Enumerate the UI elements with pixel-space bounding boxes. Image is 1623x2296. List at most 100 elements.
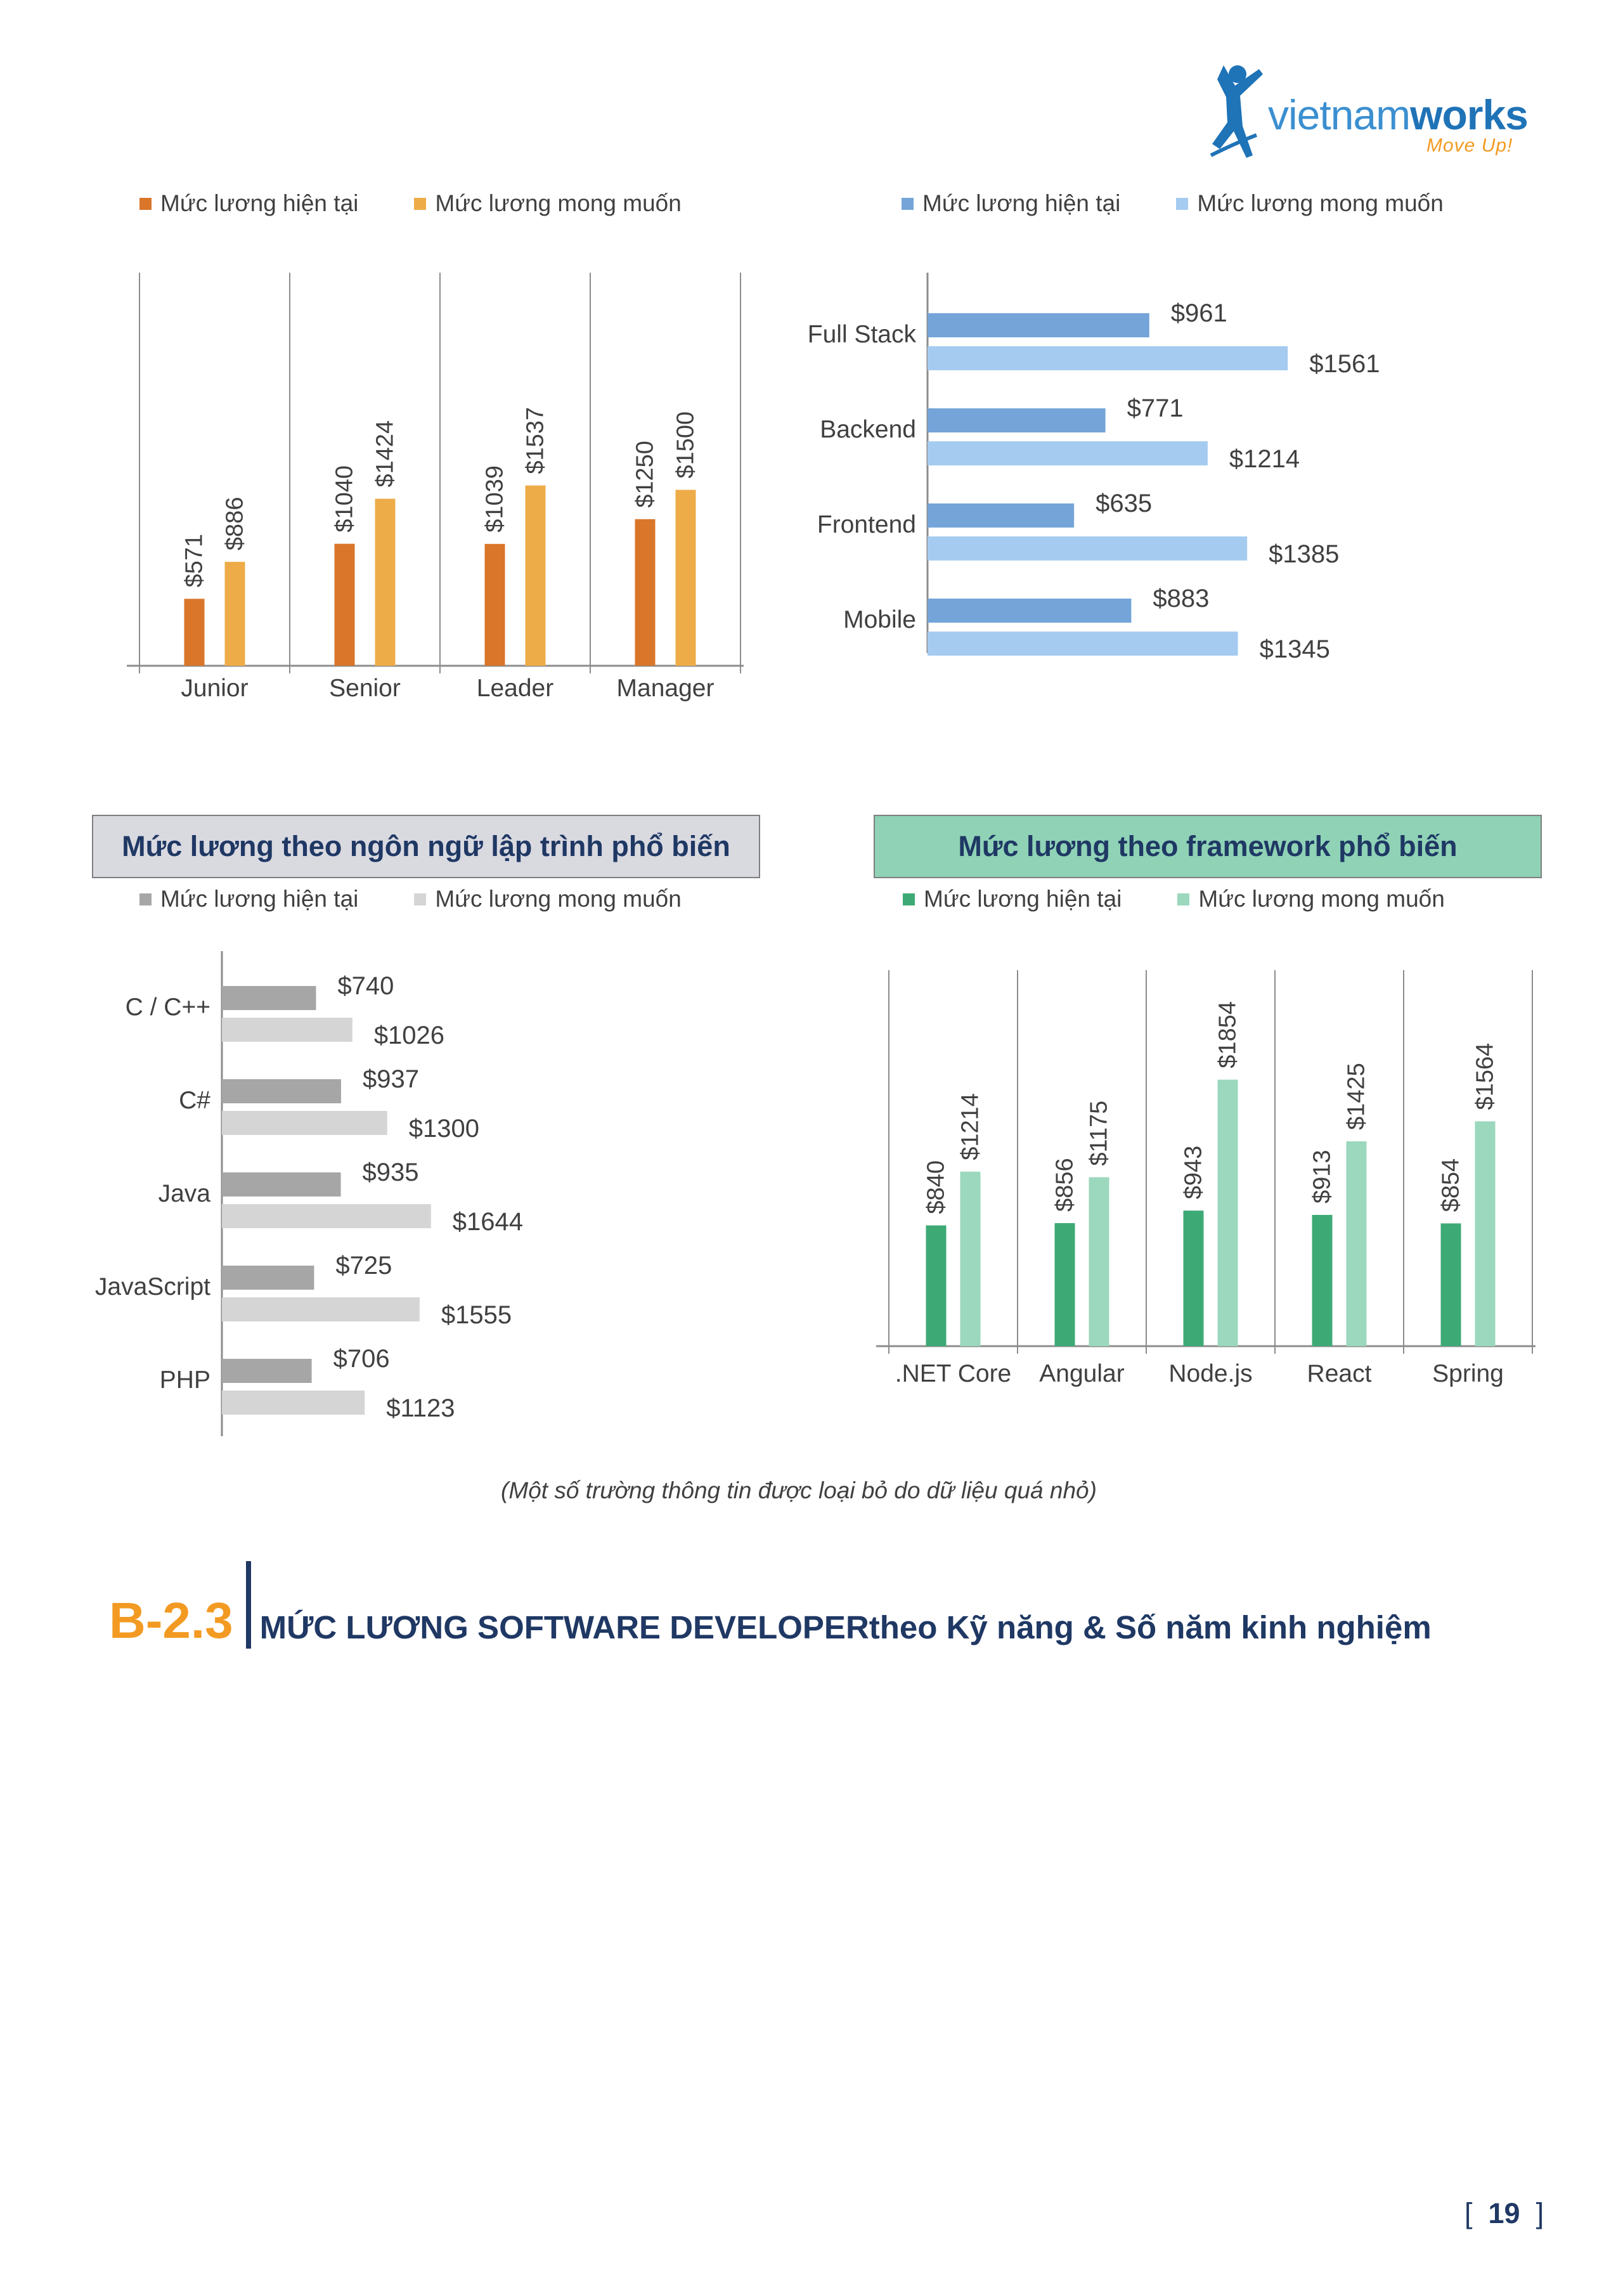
legend-item-desired: Mức lương mong muốn — [414, 190, 682, 217]
bar-current — [928, 313, 1149, 337]
legend-swatch-current — [902, 197, 914, 210]
bar-current — [928, 503, 1075, 528]
legend-swatch-desired — [414, 197, 427, 210]
chart-role-salary: $961 $1561 Full Stack $771 $1214 Backend $635 $… — [808, 273, 1380, 663]
data-label: $1345 — [1260, 635, 1330, 663]
jumping-person-icon — [1210, 65, 1263, 158]
category-label: .NET Core — [895, 1360, 1012, 1387]
vietnamworks-logo: vietnamworks Move Up! — [1198, 60, 1553, 168]
data-label: $1175 — [1086, 1101, 1113, 1166]
data-label: $740 — [337, 972, 394, 1000]
legend-swatch-desired — [1176, 197, 1189, 210]
bar-desired — [960, 1171, 981, 1346]
bar-desired — [928, 632, 1238, 656]
data-label: $571 — [181, 534, 208, 588]
chart-language-salary: $740 $1026 C / C++ $937 $1300 C# $935 $1644 Java… — [95, 951, 523, 1436]
legend-language: Mức lương hiện tại Mức lương mong muốn — [139, 886, 737, 912]
legend-swatch-current — [903, 893, 915, 905]
data-label: $943 — [1180, 1146, 1207, 1200]
legend-role: Mức lương hiện tại Mức lương mong muốn — [902, 190, 1499, 217]
section-heading: B-2.3 MỨC LƯƠNG SOFTWARE DEVELOPERtheo K… — [109, 1553, 1432, 1649]
data-label: $886 — [222, 497, 249, 551]
legend-item-current: Mức lương hiện tại — [139, 886, 358, 912]
bar-desired — [222, 1297, 420, 1321]
bar-current — [222, 1359, 312, 1383]
legend-item-desired: Mức lương mong muốn — [1177, 886, 1445, 912]
section-number: B-2.3 — [109, 1592, 233, 1649]
data-label: $1537 — [522, 407, 549, 474]
bar-desired — [525, 485, 546, 666]
category-label: Backend — [820, 416, 916, 443]
data-label: $1214 — [957, 1093, 984, 1160]
bar-current — [635, 519, 656, 666]
logo-tagline: Move Up! — [1426, 135, 1513, 156]
data-label: $771 — [1127, 394, 1184, 422]
bar-desired — [375, 498, 396, 666]
bar-desired — [928, 536, 1248, 561]
bar-desired — [928, 346, 1288, 370]
legend-swatch-desired — [1177, 893, 1190, 905]
bar-desired — [1089, 1177, 1109, 1346]
data-label: $1561 — [1309, 350, 1380, 378]
legend-item-current: Mức lương hiện tại — [139, 190, 358, 217]
page-number: [ 19 ] — [1465, 2197, 1544, 2229]
bar-desired — [224, 562, 245, 666]
bar-current — [222, 1266, 314, 1290]
data-label: $935 — [363, 1158, 419, 1186]
bar-current — [926, 1225, 947, 1346]
bar-current — [222, 1079, 341, 1103]
category-label: JavaScript — [95, 1273, 210, 1300]
data-label: $706 — [333, 1345, 390, 1373]
bar-current — [1312, 1215, 1333, 1346]
data-label: $1026 — [374, 1022, 444, 1049]
data-label: $1500 — [673, 412, 699, 479]
section-title-frameworks: Mức lương theo framework phổ biến — [874, 815, 1542, 878]
data-label: $913 — [1309, 1150, 1336, 1203]
category-label: Mobile — [843, 606, 916, 633]
bar-current — [928, 599, 1132, 623]
section-heading-title: MỨC LƯƠNG SOFTWARE DEVELOPERtheo Kỹ năng… — [259, 1609, 1432, 1645]
category-label: Senior — [329, 675, 401, 702]
data-label: $856 — [1052, 1158, 1078, 1212]
bar-desired — [222, 1111, 387, 1135]
legend-level: Mức lương hiện tại Mức lương mong muốn — [139, 190, 737, 217]
bar-desired — [222, 1204, 431, 1228]
data-label: $961 — [1171, 299, 1227, 327]
chart-level-salary: $571 $886 Junior $1040 $1424 Senior $1039 $1537… — [127, 273, 744, 702]
legend-item-current: Mức lương hiện tại — [902, 190, 1120, 217]
data-label: $725 — [335, 1252, 392, 1280]
bar-current — [928, 408, 1106, 432]
legend-swatch-current — [139, 893, 152, 905]
category-label: Spring — [1432, 1360, 1504, 1387]
bar-current — [484, 543, 505, 666]
bar-desired — [1475, 1121, 1496, 1346]
data-label: $1644 — [453, 1208, 523, 1236]
data-label: $854 — [1438, 1158, 1465, 1212]
category-label: Junior — [181, 675, 248, 702]
data-label: $1039 — [482, 465, 508, 533]
category-label: Node.js — [1168, 1360, 1252, 1387]
bar-desired — [222, 1391, 365, 1415]
bar-current — [1183, 1210, 1204, 1346]
section-title-languages: Mức lương theo ngôn ngữ lập trình phổ bi… — [92, 815, 760, 878]
bar-current — [1054, 1223, 1075, 1346]
category-label: C / C++ — [126, 994, 210, 1021]
category-label: C# — [179, 1087, 210, 1114]
chart-framework-salary: $840 $1214 .NET Core $856 $1175 Angular $943 $1… — [876, 970, 1536, 1387]
category-label: Java — [158, 1180, 211, 1207]
data-label: $840 — [923, 1160, 950, 1214]
data-label: $1425 — [1343, 1063, 1370, 1130]
heading-divider — [245, 1561, 251, 1649]
category-label: React — [1307, 1360, 1372, 1387]
bar-desired — [1217, 1079, 1238, 1346]
category-label: Frontend — [817, 511, 916, 538]
logo-wordmark: vietnamworks — [1268, 91, 1529, 138]
footnote: (Một số trường thông tin được loại bỏ do… — [501, 1477, 1097, 1503]
bar-desired — [1346, 1141, 1367, 1346]
legend-item-desired: Mức lương mong muốn — [414, 886, 682, 912]
category-label: Leader — [477, 675, 553, 702]
data-label: $1555 — [441, 1301, 512, 1329]
category-label: PHP — [160, 1366, 210, 1394]
bar-desired — [928, 441, 1208, 465]
bar-current — [184, 599, 205, 666]
